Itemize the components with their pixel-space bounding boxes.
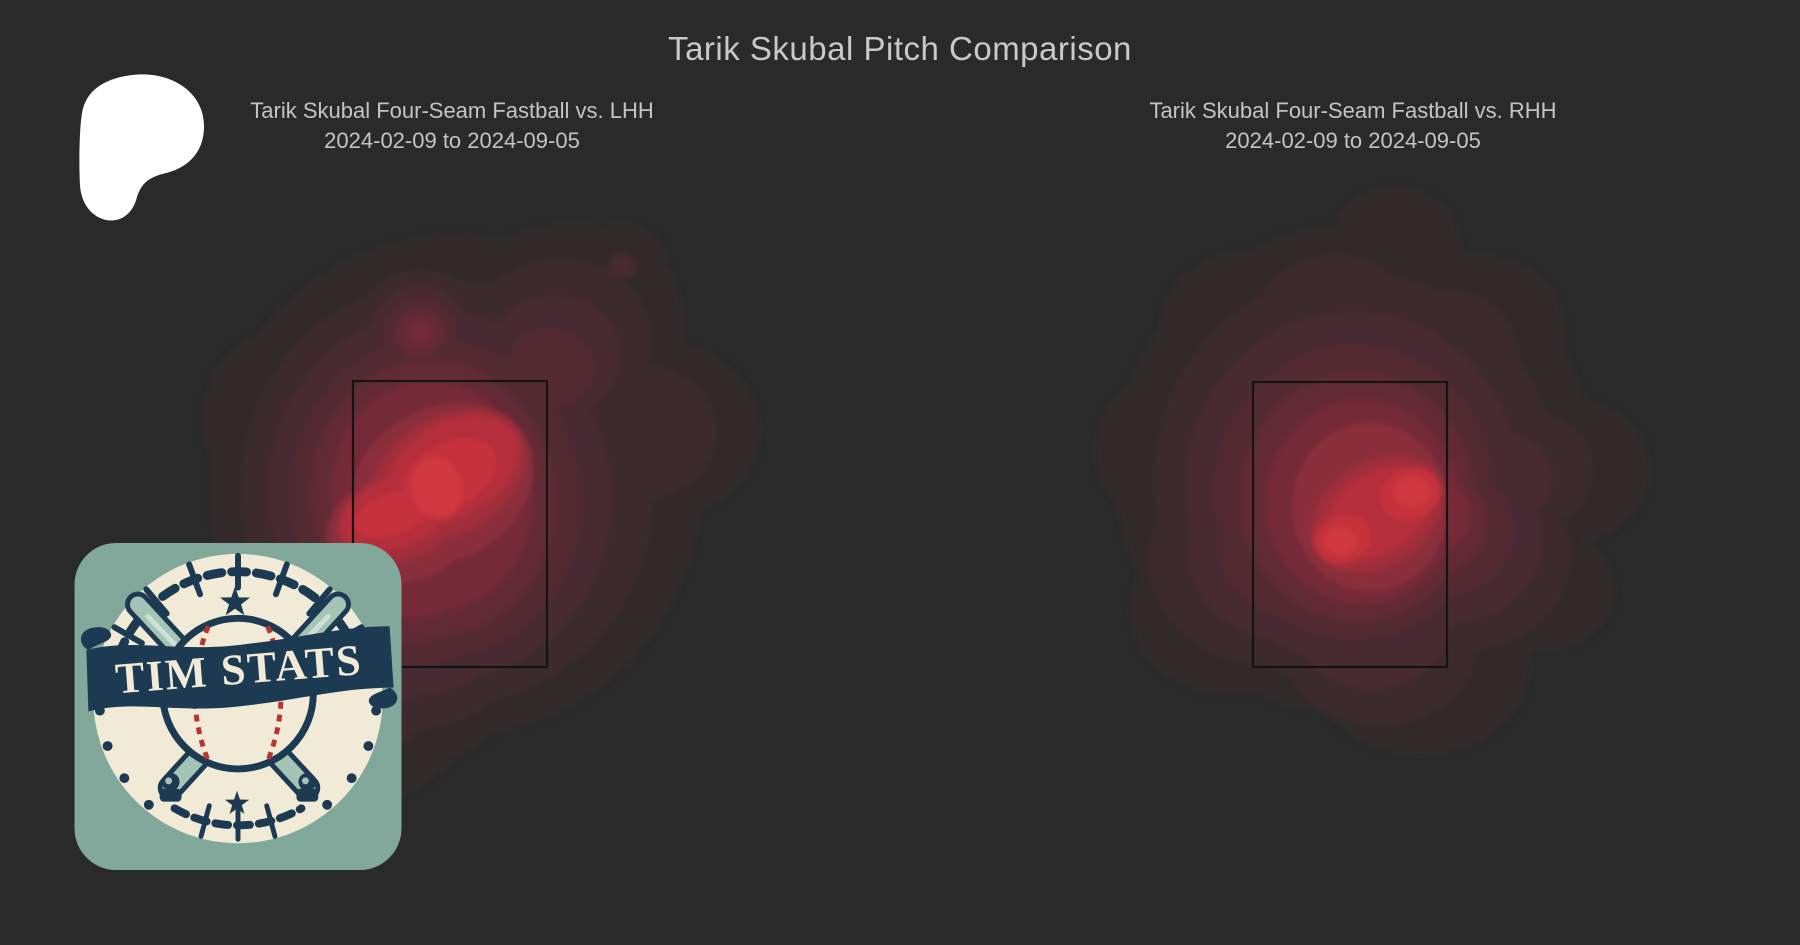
strike-zone-rect (1251, 380, 1449, 669)
bottom-stitch-arc (170, 803, 306, 842)
banner-ribbon (86, 626, 394, 712)
patreon-blob-logo (79, 74, 205, 221)
figure-title: Tarik Skubal Pitch Comparison (668, 30, 1132, 67)
banner: TIM STATS (80, 626, 398, 712)
panel-daterange-lhh: 2024-02-09 to 2024-09-05 (324, 128, 580, 153)
panel-header-lhh: Tarik Skubal Four-Seam Fastball vs. LHH … (102, 96, 802, 156)
patreon-blob-shape (79, 74, 205, 221)
banner-curl-right (368, 687, 398, 709)
strike-zone-rect (351, 379, 549, 669)
top-star (219, 586, 251, 616)
bat-knobs (159, 772, 319, 802)
panel-daterange-rhh: 2024-02-09 to 2024-09-05 (1225, 128, 1481, 153)
strike-zone-outlines (351, 379, 1449, 669)
panel-header-rhh: Tarik Skubal Four-Seam Fastball vs. RHH … (1003, 96, 1703, 156)
kde-heatmap-rhh (1095, 187, 1650, 755)
tim-stats-logo: TIM STATS (74, 543, 402, 870)
bottom-star (224, 790, 250, 814)
banner-curl-left (80, 627, 112, 651)
panel-title-rhh: Tarik Skubal Four-Seam Fastball vs. RHH (1149, 98, 1557, 123)
panel-title-lhh: Tarik Skubal Four-Seam Fastball vs. LHH (250, 98, 654, 123)
